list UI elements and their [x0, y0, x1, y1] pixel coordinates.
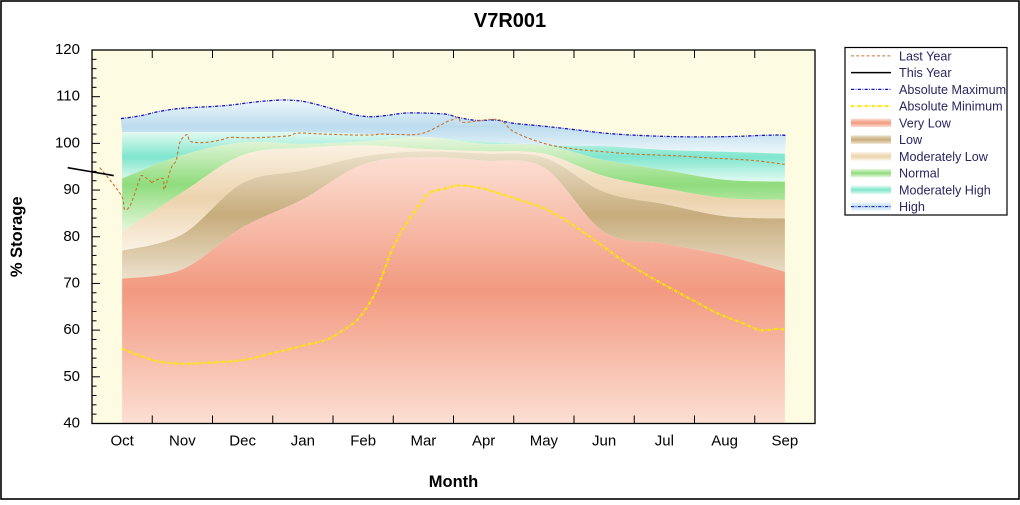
- svg-text:Nov: Nov: [169, 433, 196, 450]
- svg-text:Absolute Minimum: Absolute Minimum: [899, 100, 1003, 114]
- svg-text:% Storage: % Storage: [8, 196, 26, 277]
- svg-text:70: 70: [63, 274, 80, 291]
- svg-text:May: May: [530, 433, 559, 450]
- svg-text:Aug: Aug: [711, 433, 738, 450]
- svg-text:This Year: This Year: [899, 66, 952, 80]
- svg-text:Dec: Dec: [229, 433, 256, 450]
- svg-text:Absolute Maximum: Absolute Maximum: [899, 83, 1006, 97]
- svg-text:V7R001: V7R001: [474, 10, 546, 32]
- svg-text:100: 100: [55, 134, 80, 151]
- svg-text:Feb: Feb: [350, 433, 376, 450]
- svg-text:Mar: Mar: [410, 433, 436, 450]
- svg-text:Jan: Jan: [291, 433, 315, 450]
- svg-text:Very Low: Very Low: [899, 116, 952, 130]
- svg-text:50: 50: [63, 368, 80, 385]
- svg-text:40: 40: [63, 415, 80, 432]
- svg-text:Low: Low: [899, 133, 923, 147]
- svg-text:110: 110: [56, 88, 80, 105]
- svg-text:90: 90: [63, 181, 80, 198]
- svg-text:Moderately High: Moderately High: [899, 183, 991, 197]
- svg-text:Last Year: Last Year: [899, 49, 952, 63]
- svg-text:Month: Month: [429, 473, 478, 491]
- svg-text:High: High: [899, 200, 925, 214]
- svg-text:Normal: Normal: [899, 167, 940, 181]
- svg-text:Jun: Jun: [592, 433, 616, 450]
- svg-text:Oct: Oct: [110, 433, 134, 450]
- svg-text:Jul: Jul: [655, 433, 674, 450]
- svg-text:60: 60: [63, 321, 80, 338]
- svg-text:Apr: Apr: [472, 433, 495, 450]
- svg-text:120: 120: [55, 41, 80, 58]
- svg-text:Sep: Sep: [772, 433, 799, 450]
- svg-text:80: 80: [63, 228, 80, 245]
- svg-text:Moderately Low: Moderately Low: [899, 150, 989, 164]
